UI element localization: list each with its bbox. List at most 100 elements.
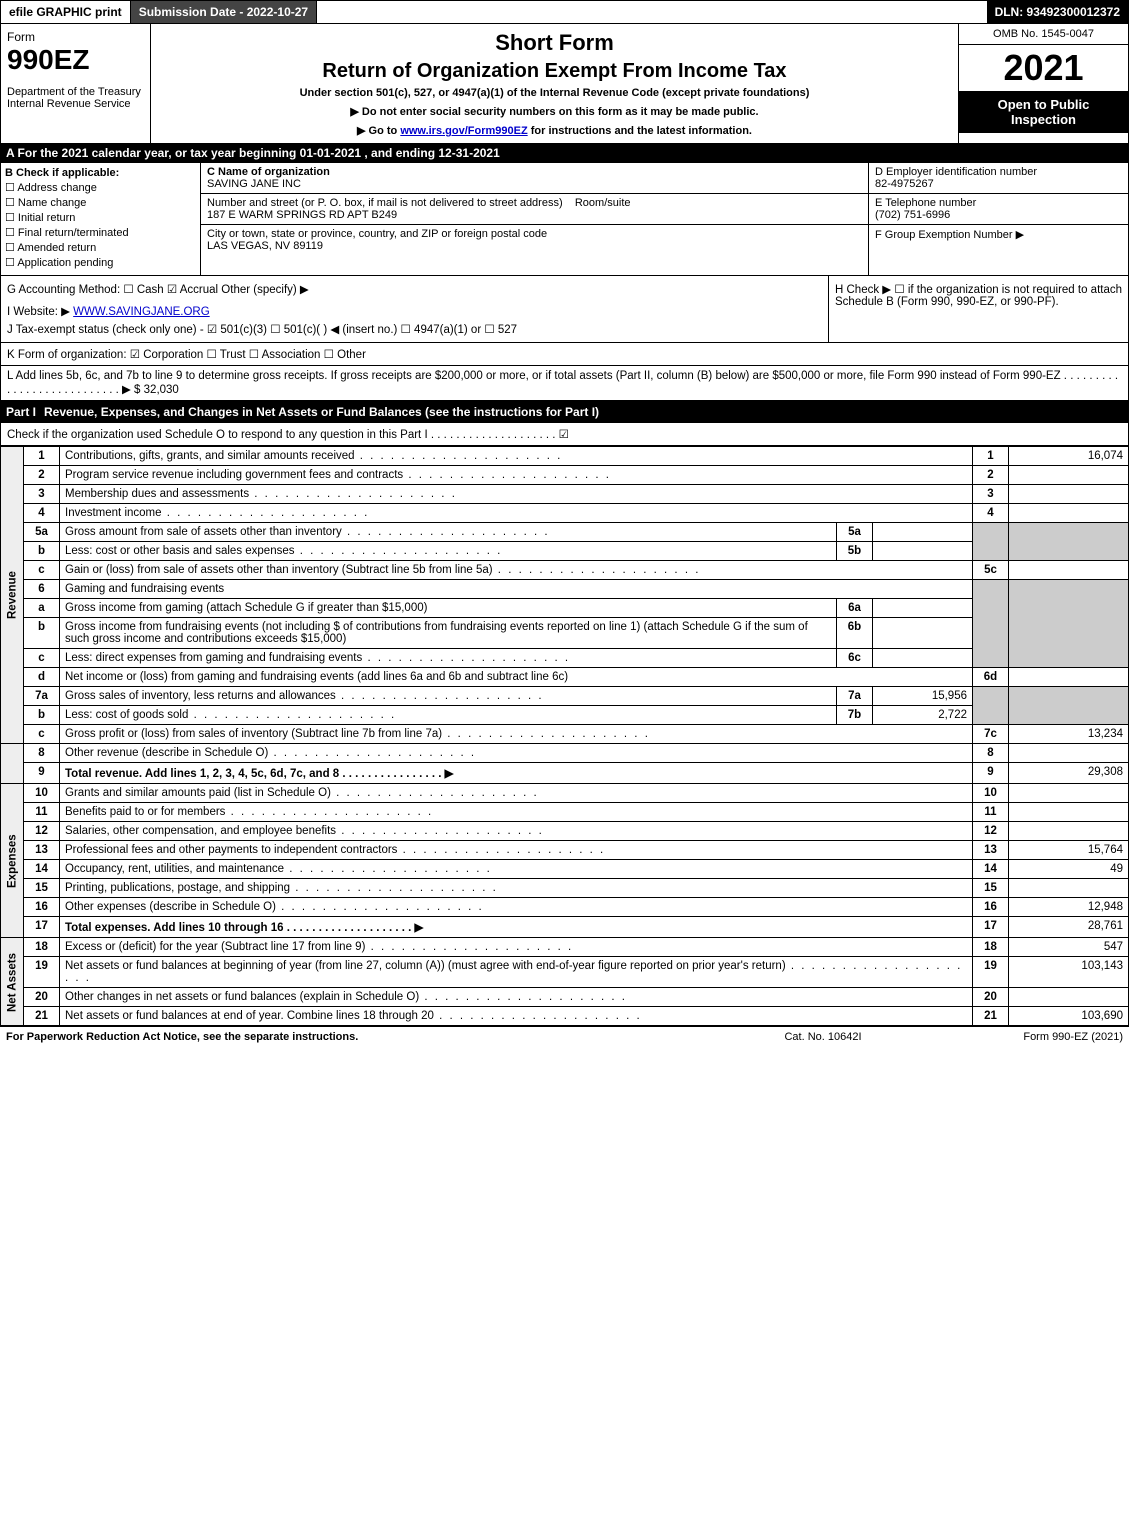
part-1-header: Part I Revenue, Expenses, and Changes in…	[0, 401, 1129, 423]
l2-num: 2	[24, 466, 60, 485]
top-bar: efile GRAPHIC print Submission Date - 20…	[0, 0, 1129, 24]
lines-table: Revenue 1 Contributions, gifts, grants, …	[0, 446, 1129, 1026]
city: LAS VEGAS, NV 89119	[207, 240, 323, 252]
l7c-box: 7c	[973, 725, 1009, 744]
chk-amended-return[interactable]: Amended return	[5, 241, 196, 254]
l15-box: 15	[973, 879, 1009, 898]
chk-address-change[interactable]: Address change	[5, 181, 196, 194]
l19-num: 19	[24, 957, 60, 988]
l6-num: 6	[24, 580, 60, 599]
l7b-sub: 7b	[837, 706, 873, 725]
l8-num: 8	[24, 744, 60, 763]
l11-num: 11	[24, 803, 60, 822]
chk-name-change[interactable]: Name change	[5, 196, 196, 209]
l10-box: 10	[973, 784, 1009, 803]
instruction-1: ▶ Do not enter social security numbers o…	[157, 105, 952, 118]
footer-mid: Cat. No. 10642I	[723, 1031, 923, 1043]
l6c-desc: Less: direct expenses from gaming and fu…	[60, 649, 837, 668]
efile-print[interactable]: efile GRAPHIC print	[1, 1, 131, 23]
city-label: City or town, state or province, country…	[207, 228, 547, 240]
l21-desc: Net assets or fund balances at end of ye…	[60, 1007, 973, 1026]
l6a-num: a	[24, 599, 60, 618]
l4-amt	[1009, 504, 1129, 523]
l11-desc: Benefits paid to or for members	[60, 803, 973, 822]
l2-box: 2	[973, 466, 1009, 485]
l18-box: 18	[973, 938, 1009, 957]
chk-final-return[interactable]: Final return/terminated	[5, 226, 196, 239]
l6c-sub: 6c	[837, 649, 873, 668]
l21-num: 21	[24, 1007, 60, 1026]
section-l-amount: 32,030	[144, 384, 179, 396]
header-center: Short Form Return of Organization Exempt…	[151, 24, 958, 143]
l6d-amt	[1009, 668, 1129, 687]
l10-amt	[1009, 784, 1129, 803]
dln: DLN: 93492300012372	[987, 1, 1128, 23]
section-c: C Name of organization SAVING JANE INC N…	[201, 163, 868, 275]
l5c-desc: Gain or (loss) from sale of assets other…	[60, 561, 973, 580]
room-label: Room/suite	[575, 197, 631, 209]
short-form-title: Short Form	[157, 30, 952, 56]
l9-amt: 29,308	[1009, 763, 1129, 784]
l6d-desc: Net income or (loss) from gaming and fun…	[60, 668, 973, 687]
group-exempt-label: F Group Exemption Number ▶	[875, 229, 1024, 241]
footer-right: Form 990-EZ (2021)	[923, 1031, 1123, 1043]
form-header: Form 990EZ Department of the Treasury In…	[0, 24, 1129, 143]
l3-box: 3	[973, 485, 1009, 504]
l2-desc: Program service revenue including govern…	[60, 466, 973, 485]
l7a-subamt: 15,956	[873, 687, 973, 706]
l6b-num: b	[24, 618, 60, 649]
section-def: D Employer identification number 82-4975…	[868, 163, 1128, 275]
street-label: Number and street (or P. O. box, if mail…	[207, 197, 563, 209]
l12-box: 12	[973, 822, 1009, 841]
l7b-subamt: 2,722	[873, 706, 973, 725]
ein-label: D Employer identification number	[875, 166, 1037, 178]
org-name-row: C Name of organization SAVING JANE INC	[201, 163, 868, 194]
netassets-label: Net Assets	[1, 938, 24, 1026]
l13-num: 13	[24, 841, 60, 860]
instruction-2: ▶ Go to www.irs.gov/Form990EZ for instru…	[157, 124, 952, 137]
tax-year: 2021	[959, 45, 1128, 91]
l12-num: 12	[24, 822, 60, 841]
l6c-num: c	[24, 649, 60, 668]
l19-box: 19	[973, 957, 1009, 988]
chk-initial-return[interactable]: Initial return	[5, 211, 196, 224]
section-j: J Tax-exempt status (check only one) - ☑…	[7, 322, 822, 336]
l10-num: 10	[24, 784, 60, 803]
l5b-sub: 5b	[837, 542, 873, 561]
l7a-sub: 7a	[837, 687, 873, 706]
l9-box: 9	[973, 763, 1009, 784]
l15-num: 15	[24, 879, 60, 898]
section-g: G Accounting Method: ☐ Cash ☑ Accrual Ot…	[7, 282, 822, 296]
section-h: H Check ▶ ☐ if the organization is not r…	[828, 276, 1128, 342]
l7b-num: b	[24, 706, 60, 725]
l20-num: 20	[24, 988, 60, 1007]
l13-box: 13	[973, 841, 1009, 860]
l21-amt: 103,690	[1009, 1007, 1129, 1026]
l14-amt: 49	[1009, 860, 1129, 879]
gh-block: G Accounting Method: ☐ Cash ☑ Accrual Ot…	[0, 276, 1129, 343]
l18-desc: Excess or (deficit) for the year (Subtra…	[60, 938, 973, 957]
revenue-label-cont	[1, 744, 24, 784]
open-to-public: Open to Public Inspection	[959, 91, 1128, 133]
l14-box: 14	[973, 860, 1009, 879]
website-link[interactable]: WWW.SAVINGJANE.ORG	[73, 306, 210, 318]
l6d-box: 6d	[973, 668, 1009, 687]
l1-amt: 16,074	[1009, 447, 1129, 466]
omb-number: OMB No. 1545-0047	[959, 24, 1128, 45]
l7ab-shade	[973, 687, 1009, 725]
phone: (702) 751-6996	[875, 209, 950, 221]
chk-application-pending[interactable]: Application pending	[5, 256, 196, 269]
part-1-label: Part I	[6, 405, 44, 419]
subtitle: Under section 501(c), 527, or 4947(a)(1)…	[157, 87, 952, 99]
l17-amt: 28,761	[1009, 917, 1129, 938]
part-1-check: Check if the organization used Schedule …	[0, 423, 1129, 446]
street: 187 E WARM SPRINGS RD APT B249	[207, 209, 397, 221]
city-row: City or town, state or province, country…	[201, 225, 868, 255]
street-row: Number and street (or P. O. box, if mail…	[201, 194, 868, 225]
l7ab-shade-amt	[1009, 687, 1129, 725]
l19-amt: 103,143	[1009, 957, 1129, 988]
l5a-num: 5a	[24, 523, 60, 542]
irs-link[interactable]: www.irs.gov/Form990EZ	[400, 125, 527, 137]
l2-amt	[1009, 466, 1129, 485]
l3-num: 3	[24, 485, 60, 504]
